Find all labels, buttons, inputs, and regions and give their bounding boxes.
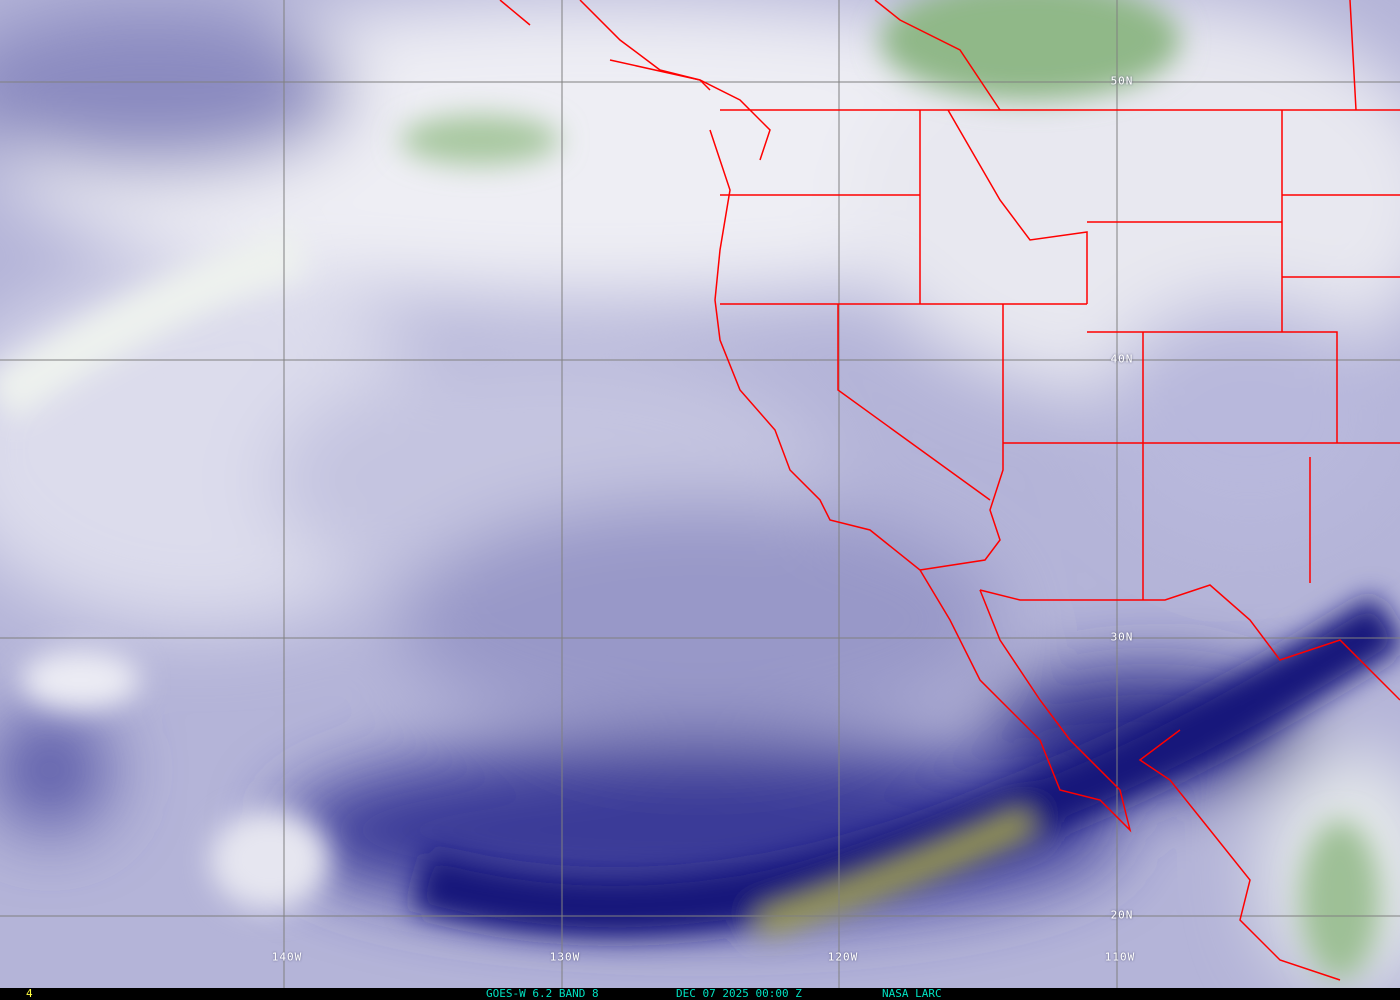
satellite-band: GOES-W 6.2 BAND 8	[486, 987, 599, 1000]
political-borders	[499, 0, 1400, 981]
lat-label-50n: 50N	[1110, 74, 1134, 88]
lon-label-130w: 130W	[549, 950, 581, 964]
source: NASA LARC	[882, 987, 942, 1000]
datetime: DEC 07 2025 00:00 Z	[676, 987, 802, 1000]
lat-label-40n: 40N	[1110, 352, 1134, 366]
image-caption-bar: 4 GOES-W 6.2 BAND 8 DEC 07 2025 00:00 Z …	[0, 988, 1400, 1000]
lon-label-140w: 140W	[271, 950, 303, 964]
lon-label-110w: 110W	[1104, 950, 1136, 964]
lat-label-20n: 20N	[1110, 908, 1134, 922]
lat-label-30n: 30N	[1110, 630, 1134, 644]
frame-number: 4	[26, 987, 33, 1000]
lon-label-120w: 120W	[827, 950, 859, 964]
